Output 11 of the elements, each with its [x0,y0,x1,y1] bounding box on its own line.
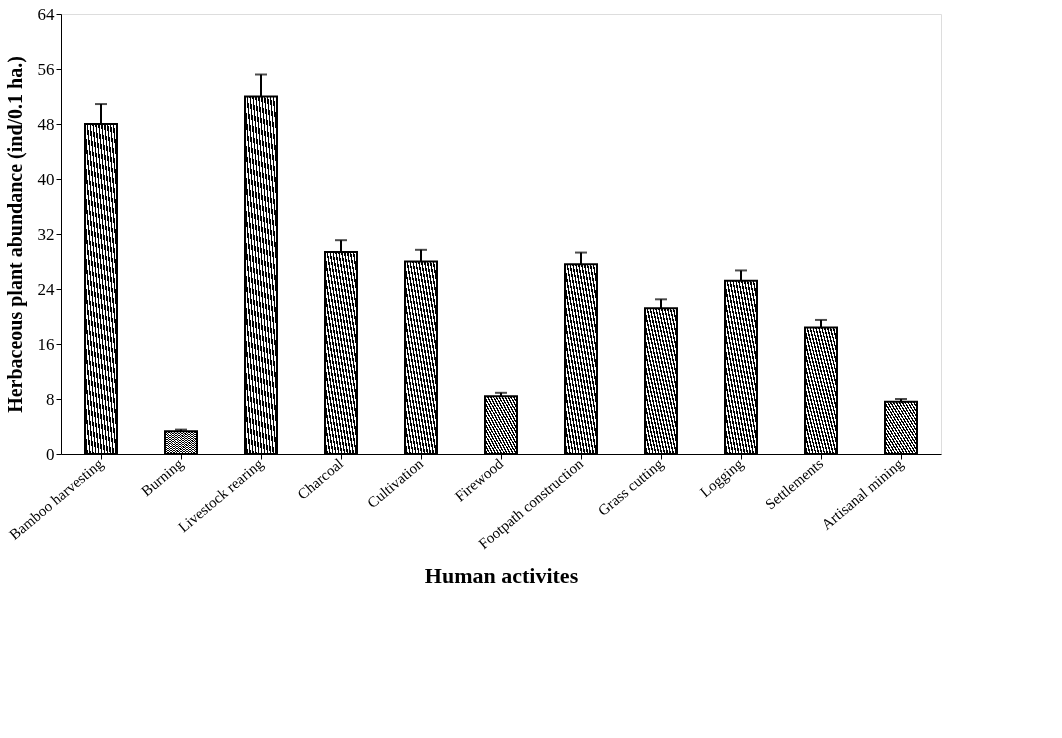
y-tick-label: 64 [37,4,55,24]
y-tick-label: 0 [46,444,55,464]
y-tick-label: 32 [37,224,55,244]
y-tick-label: 24 [37,279,55,299]
y-axis-title: Herbaceous plant abundance (ind/0.1 ha.) [3,56,27,413]
y-tick-label: 16 [37,334,55,354]
y-tick-label: 48 [37,114,55,134]
y-tick-label: 40 [37,169,55,189]
x-axis-title: Human activites [424,562,579,588]
y-tick-label: 56 [37,59,55,79]
y-tick-label: 8 [46,389,55,409]
